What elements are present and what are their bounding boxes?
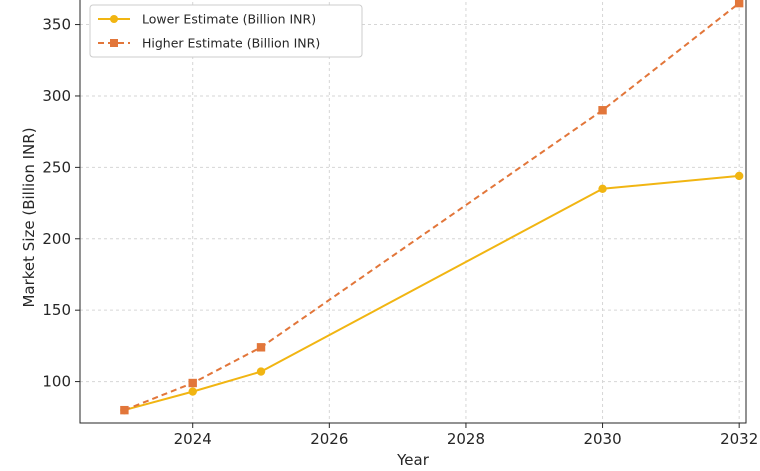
x-axis-title: Year xyxy=(396,451,430,469)
legend-item-lower: Lower Estimate (Billion INR) xyxy=(98,12,316,27)
grid-layer xyxy=(80,0,746,423)
y-tick-label: 300 xyxy=(42,87,71,105)
data-point xyxy=(120,405,129,415)
x-tick-label: 2026 xyxy=(310,430,348,448)
x-tick-label: 2030 xyxy=(583,430,621,448)
legend-marker-higher xyxy=(110,39,118,47)
legend-item-higher: Higher Estimate (Billion INR) xyxy=(98,36,320,51)
y-tick-label: 200 xyxy=(42,230,71,248)
y-axis-title: Market Size (Billion INR) xyxy=(20,127,38,307)
legend-marker-lower xyxy=(110,15,118,23)
y-tick-label: 350 xyxy=(42,16,71,34)
data-point xyxy=(188,378,197,388)
y-tick-label: 250 xyxy=(42,158,71,176)
x-tick-label: 2028 xyxy=(447,430,485,448)
data-point xyxy=(256,367,266,376)
y-tick-label: 100 xyxy=(42,373,71,391)
series-layer xyxy=(120,0,744,415)
series-lower xyxy=(120,171,744,415)
legend: Lower Estimate (Billion INR) Higher Esti… xyxy=(89,4,363,58)
series-line xyxy=(124,2,740,412)
data-point xyxy=(598,184,607,193)
legend-box xyxy=(89,4,363,58)
legend-label-higher: Higher Estimate (Billion INR) xyxy=(142,36,320,51)
data-point xyxy=(598,106,607,115)
series-line xyxy=(124,174,740,412)
x-tick-label: 2032 xyxy=(720,430,758,448)
x-tick-label: 2024 xyxy=(174,430,212,448)
data-point xyxy=(188,387,197,396)
legend-label-lower: Lower Estimate (Billion INR) xyxy=(142,12,316,27)
data-point xyxy=(256,343,266,352)
plot-frame xyxy=(79,0,747,424)
data-point xyxy=(734,171,744,181)
ticks-layer: 2024 2026 2028 2030 2032 100 150 200 250 300 350 xyxy=(42,16,758,448)
series-higher xyxy=(120,0,744,415)
y-tick-label: 150 xyxy=(42,301,71,319)
data-point xyxy=(734,0,744,8)
